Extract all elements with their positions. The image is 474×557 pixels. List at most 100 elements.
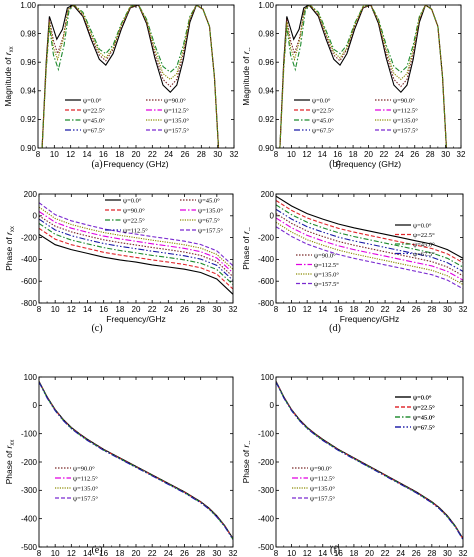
series-line [41, 5, 220, 148]
x-tick-label: 32 [230, 150, 239, 159]
x-tick-label: 8 [36, 150, 41, 159]
y-tick-label: 0.98 [20, 29, 36, 38]
chart-panel-2: 8 10 12 14 16 18 20 22 24 26 28 30 32 0.90 0.92 0.94 0.9… [241, 1, 466, 170]
x-tick-label: 10 [50, 150, 59, 159]
x-tick-label: 8 [37, 549, 42, 557]
legend-label: ψ=67.5° [83, 127, 105, 134]
legend-label: ψ=90.0° [314, 252, 336, 259]
series-line [279, 5, 447, 148]
x-tick-label: 16 [333, 150, 342, 159]
legend-label: ψ=157.5° [393, 127, 418, 134]
x-tick-label: 20 [132, 305, 141, 314]
y-axis-label: Phase of r-- [241, 441, 253, 484]
series-line [276, 204, 463, 268]
y-tick-label: 1.00 [258, 1, 274, 10]
legend-label: ψ=67.5° [198, 217, 220, 224]
x-axis-label: Frequency/GHz [106, 314, 166, 324]
series-line [276, 195, 463, 259]
legend-label: ψ=0.0° [413, 394, 432, 401]
x-tick-label: 26 [412, 549, 421, 557]
y-tick-label: -200 [258, 233, 275, 242]
y-axis-label: Phase of rxx [4, 440, 16, 485]
x-tick-label: 18 [349, 305, 358, 314]
x-tick-label: 22 [379, 150, 388, 159]
y-tick-label: -800 [258, 299, 275, 308]
x-tick-label: 16 [99, 549, 108, 557]
chart-panel-1: 8 10 12 14 16 18 20 22 24 26 28 30 32 0.90 0.92 0.94 0.9… [3, 1, 239, 170]
plot-frame [37, 4, 235, 149]
x-tick-label: 8 [274, 150, 279, 159]
chart-panel-5: 8 10 12 14 16 18 20 22 24 26 28 30 32 -500 -400 -300 -20… [4, 373, 435, 557]
legend-label: ψ=135.0° [73, 485, 98, 492]
x-tick-label: 18 [115, 305, 124, 314]
series-line [39, 218, 233, 281]
x-tick-label: 28 [426, 150, 435, 159]
legend-label: ψ=0.0° [413, 222, 432, 229]
x-tick-label: 20 [132, 549, 141, 557]
y-tick-label: 0.96 [20, 58, 36, 67]
legend-label: ψ=157.5° [310, 495, 335, 502]
x-tick-label: 10 [287, 305, 296, 314]
series-line [276, 217, 463, 281]
series-line [39, 210, 233, 274]
y-axis-label: Phase of rxx [4, 226, 16, 271]
x-tick-label: 16 [334, 549, 343, 557]
y-tick-label: 0.92 [20, 115, 36, 124]
x-tick-label: 20 [365, 549, 374, 557]
series-line [39, 233, 233, 295]
panel-label: (f) [330, 545, 340, 556]
plot-frame [275, 4, 462, 149]
x-tick-label: 14 [83, 150, 92, 159]
legend-label: ψ=45.0° [198, 197, 220, 204]
x-tick-label: 16 [99, 150, 108, 159]
x-tick-label: 20 [132, 150, 141, 159]
x-tick-label: 24 [396, 305, 405, 314]
x-tick-label: 28 [197, 150, 206, 159]
legend-label: ψ=112.5° [73, 475, 98, 482]
series-line [276, 200, 463, 264]
y-tick-label: -400 [21, 514, 38, 523]
series-line [41, 5, 220, 148]
series-line [279, 5, 447, 148]
legend-label: ψ=90.0° [393, 97, 415, 104]
x-tick-label: 16 [334, 305, 343, 314]
y-tick-label: 100 [24, 373, 38, 382]
y-tick-label: -500 [21, 543, 38, 552]
legend-label: ψ=135.0° [310, 485, 335, 492]
legend-label: ψ=45.0° [312, 117, 334, 124]
x-tick-label: 14 [318, 549, 327, 557]
x-axis-label: Frequency (GHz) [103, 159, 168, 169]
legend-label: ψ=22.5° [413, 404, 435, 411]
y-tick-label: 0 [270, 212, 275, 221]
legend-label: ψ=22.5° [83, 107, 105, 114]
y-axis-label: Phase of r-- [241, 227, 253, 270]
y-axis-label: Magnitude of rxx [3, 46, 15, 106]
legend-label: ψ=90.0° [310, 465, 332, 472]
series-line [276, 381, 463, 540]
x-tick-label: 12 [66, 150, 75, 159]
x-tick-label: 14 [318, 305, 327, 314]
x-tick-label: 28 [427, 549, 436, 557]
panel-label: (a) [91, 159, 102, 170]
series-line [39, 215, 233, 278]
x-tick-label: 30 [212, 549, 221, 557]
x-tick-label: 18 [115, 150, 124, 159]
series-line [39, 381, 233, 539]
legend-label: ψ=112.5° [310, 475, 335, 482]
legend-label: ψ=90.0° [123, 207, 145, 214]
y-tick-label: 1.00 [20, 1, 36, 10]
y-tick-label: -400 [21, 255, 38, 264]
x-axis-label: Frequency/GHz [340, 314, 400, 324]
x-tick-label: 28 [196, 549, 205, 557]
y-tick-label: 200 [24, 190, 38, 199]
series-line [276, 381, 463, 539]
panel-label: (e) [91, 545, 102, 556]
legend-label: ψ=112.5° [393, 107, 418, 114]
x-tick-label: 24 [164, 305, 173, 314]
legend-label: ψ=0.0° [83, 97, 102, 104]
y-tick-label: -300 [258, 486, 275, 495]
y-tick-label: 0.90 [20, 144, 36, 153]
y-tick-label: 0.92 [258, 115, 274, 124]
series-line [276, 226, 463, 290]
